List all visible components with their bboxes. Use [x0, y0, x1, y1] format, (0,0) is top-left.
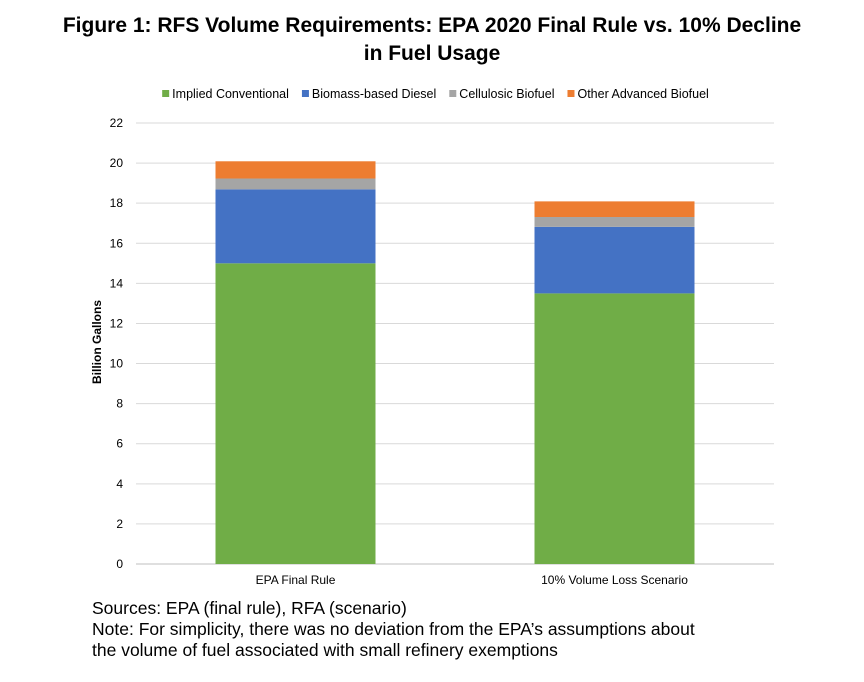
y-axis-ticks: 0 2 4 6 8 10 12 14 16 18 20 22 [110, 116, 124, 571]
x-axis-ticks: EPA Final Rule 10% Volume Loss Scenario [256, 573, 689, 587]
bar-segment [534, 201, 695, 218]
bar-segment [215, 189, 376, 264]
bar-segment [534, 293, 695, 564]
y-tick-label: 0 [116, 557, 123, 571]
legend-item: Other Advanced Biofuel [567, 87, 709, 101]
bar-segment [215, 178, 376, 190]
bar-segment [215, 263, 376, 564]
x-tick-label: 10% Volume Loss Scenario [541, 573, 688, 587]
y-tick-label: 14 [110, 276, 124, 290]
y-tick-label: 10 [110, 357, 124, 371]
y-tick-label: 8 [116, 397, 123, 411]
y-tick-label: 6 [116, 437, 123, 451]
note-text-line-1: Note: For simplicity, there was no devia… [92, 619, 695, 639]
legend-item: Biomass-based Diesel [301, 87, 436, 101]
y-tick-label: 20 [110, 156, 124, 170]
legend-swatch [162, 90, 170, 97]
legend: Implied Conventional Biomass-based Diesel… [162, 87, 709, 101]
x-tick-label: EPA Final Rule [256, 573, 336, 587]
chart-title-line-2: in Fuel Usage [363, 42, 501, 65]
legend-swatch [567, 90, 575, 97]
legend-label: Cellulosic Biofuel [459, 87, 554, 101]
legend-label: Biomass-based Diesel [312, 87, 436, 101]
stacked-bar-chart: Implied Conventional Biomass-based Diesel… [90, 87, 774, 587]
y-tick-label: 18 [110, 196, 124, 210]
legend-item: Cellulosic Biofuel [449, 87, 554, 101]
chart-title-line-1: Figure 1: RFS Volume Requirements: EPA 2… [62, 14, 802, 37]
chart-notes: Sources: EPA (final rule), RFA (scenario… [92, 598, 695, 661]
legend-label: Other Advanced Biofuel [577, 87, 708, 101]
bar-segment [534, 226, 695, 294]
legend-swatch [449, 90, 457, 97]
bar-segment [534, 217, 695, 227]
legend-item: Implied Conventional [162, 87, 289, 101]
y-tick-label: 22 [110, 116, 124, 130]
legend-label: Implied Conventional [172, 87, 289, 101]
note-text-line-2: the volume of fuel associated with small… [92, 640, 558, 660]
y-tick-label: 4 [116, 477, 123, 491]
chart-title: Figure 1: RFS Volume Requirements: EPA 2… [0, 12, 864, 68]
y-tick-label: 12 [110, 316, 124, 330]
y-axis-label: Billion Gallons [90, 300, 104, 384]
y-tick-label: 16 [110, 236, 124, 250]
legend-swatch [301, 90, 309, 97]
y-tick-label: 2 [116, 517, 123, 531]
sources-text: Sources: EPA (final rule), RFA (scenario… [92, 598, 407, 618]
bars [215, 161, 695, 564]
bar-segment [215, 161, 376, 179]
